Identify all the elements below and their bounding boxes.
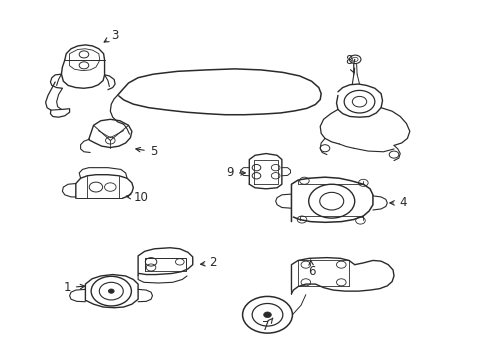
Circle shape (108, 289, 114, 293)
Text: 10: 10 (126, 191, 149, 204)
Text: 8: 8 (345, 54, 354, 73)
Text: 1: 1 (63, 281, 84, 294)
Circle shape (263, 312, 271, 318)
Text: 9: 9 (226, 166, 245, 179)
Text: 3: 3 (104, 29, 119, 42)
Text: 7: 7 (262, 318, 272, 333)
Text: 4: 4 (389, 197, 406, 210)
Text: 2: 2 (200, 256, 217, 269)
Text: 6: 6 (307, 260, 315, 278)
Text: 5: 5 (136, 145, 157, 158)
